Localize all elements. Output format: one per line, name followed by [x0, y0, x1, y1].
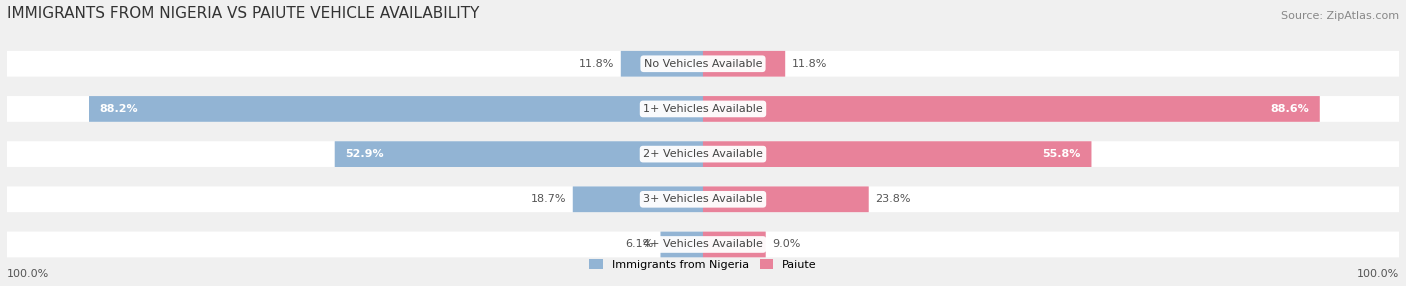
FancyBboxPatch shape — [703, 96, 1320, 122]
Text: 55.8%: 55.8% — [1043, 149, 1081, 159]
FancyBboxPatch shape — [7, 232, 1399, 257]
Text: 1+ Vehicles Available: 1+ Vehicles Available — [643, 104, 763, 114]
Text: IMMIGRANTS FROM NIGERIA VS PAIUTE VEHICLE AVAILABILITY: IMMIGRANTS FROM NIGERIA VS PAIUTE VEHICL… — [7, 6, 479, 21]
Text: 11.8%: 11.8% — [578, 59, 614, 69]
Text: 18.7%: 18.7% — [530, 194, 565, 204]
Text: Source: ZipAtlas.com: Source: ZipAtlas.com — [1281, 11, 1399, 21]
Text: 100.0%: 100.0% — [1357, 269, 1399, 279]
FancyBboxPatch shape — [335, 141, 703, 167]
FancyBboxPatch shape — [572, 186, 703, 212]
Text: 6.1%: 6.1% — [626, 239, 654, 249]
Text: 52.9%: 52.9% — [346, 149, 384, 159]
FancyBboxPatch shape — [7, 141, 1399, 167]
FancyBboxPatch shape — [7, 186, 1399, 212]
FancyBboxPatch shape — [7, 51, 1399, 77]
FancyBboxPatch shape — [621, 51, 703, 77]
Text: 88.2%: 88.2% — [100, 104, 138, 114]
Text: 4+ Vehicles Available: 4+ Vehicles Available — [643, 239, 763, 249]
FancyBboxPatch shape — [89, 96, 703, 122]
Legend: Immigrants from Nigeria, Paiute: Immigrants from Nigeria, Paiute — [583, 253, 823, 275]
FancyBboxPatch shape — [703, 186, 869, 212]
Text: 3+ Vehicles Available: 3+ Vehicles Available — [643, 194, 763, 204]
Text: 100.0%: 100.0% — [7, 269, 49, 279]
Text: 88.6%: 88.6% — [1271, 104, 1309, 114]
FancyBboxPatch shape — [7, 96, 1399, 122]
Text: No Vehicles Available: No Vehicles Available — [644, 59, 762, 69]
Text: 9.0%: 9.0% — [773, 239, 801, 249]
FancyBboxPatch shape — [703, 232, 766, 257]
FancyBboxPatch shape — [661, 232, 703, 257]
Text: 11.8%: 11.8% — [792, 59, 828, 69]
FancyBboxPatch shape — [703, 141, 1091, 167]
Text: 23.8%: 23.8% — [876, 194, 911, 204]
FancyBboxPatch shape — [703, 51, 785, 77]
Text: 2+ Vehicles Available: 2+ Vehicles Available — [643, 149, 763, 159]
